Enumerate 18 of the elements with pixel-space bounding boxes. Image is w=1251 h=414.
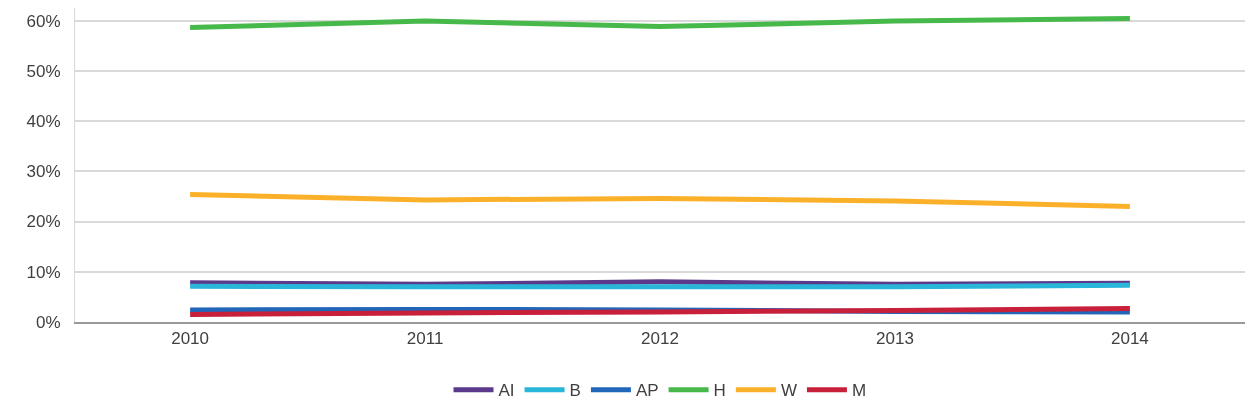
y-tick-label: 20% [26,212,61,232]
x-tick-label: 2012 [641,329,679,349]
y-tick-label: 50% [26,61,61,81]
x-tick-label: 2014 [1110,329,1149,349]
y-tick-label: 40% [26,111,61,131]
legend-label: AP [635,381,659,401]
legend-label: W [780,381,797,401]
y-tick-label: 60% [26,11,61,31]
legend-label: B [569,381,581,401]
y-tick-label: 30% [26,162,61,182]
legend-label: AI [498,381,515,401]
legend-label: M [851,381,867,401]
legend-label: H [713,381,726,401]
y-tick-label: 10% [26,262,61,282]
x-tick-label: 2013 [876,329,914,349]
x-tick-label: 2010 [171,329,210,349]
y-tick-label: 0% [36,312,61,332]
x-tick-label: 2011 [406,329,444,349]
